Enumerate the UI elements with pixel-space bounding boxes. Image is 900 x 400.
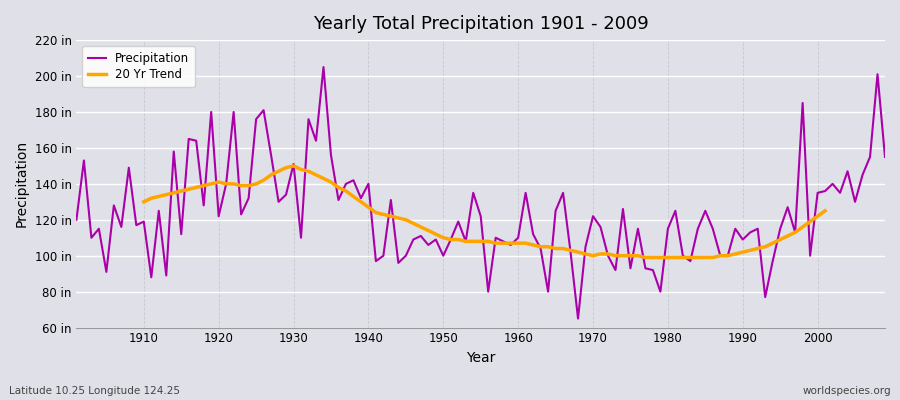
Y-axis label: Precipitation: Precipitation <box>15 140 29 228</box>
20 Yr Trend <box>723 253 734 258</box>
20 Yr Trend <box>692 255 703 260</box>
Line: 20 Yr Trend: 20 Yr Trend <box>144 166 825 258</box>
Text: worldspecies.org: worldspecies.org <box>803 386 891 396</box>
Precipitation <box>318 65 328 70</box>
20 Yr Trend <box>550 246 561 251</box>
Precipitation <box>295 235 306 240</box>
Precipitation <box>879 154 890 159</box>
Precipitation <box>617 207 628 212</box>
Line: Precipitation: Precipitation <box>76 67 885 318</box>
Text: Latitude 10.25 Longitude 124.25: Latitude 10.25 Longitude 124.25 <box>9 386 180 396</box>
20 Yr Trend <box>700 255 711 260</box>
20 Yr Trend <box>685 255 696 260</box>
X-axis label: Year: Year <box>466 351 495 365</box>
Precipitation <box>572 316 583 321</box>
Precipitation <box>520 190 531 195</box>
Precipitation <box>130 223 141 228</box>
20 Yr Trend <box>288 164 299 168</box>
Legend: Precipitation, 20 Yr Trend: Precipitation, 20 Yr Trend <box>82 46 195 87</box>
20 Yr Trend <box>655 255 666 260</box>
20 Yr Trend <box>640 255 651 260</box>
Precipitation <box>348 178 359 183</box>
Precipitation <box>513 235 524 240</box>
Title: Yearly Total Precipitation 1901 - 2009: Yearly Total Precipitation 1901 - 2009 <box>313 15 649 33</box>
20 Yr Trend <box>139 200 149 204</box>
20 Yr Trend <box>820 208 831 213</box>
Precipitation <box>71 217 82 222</box>
